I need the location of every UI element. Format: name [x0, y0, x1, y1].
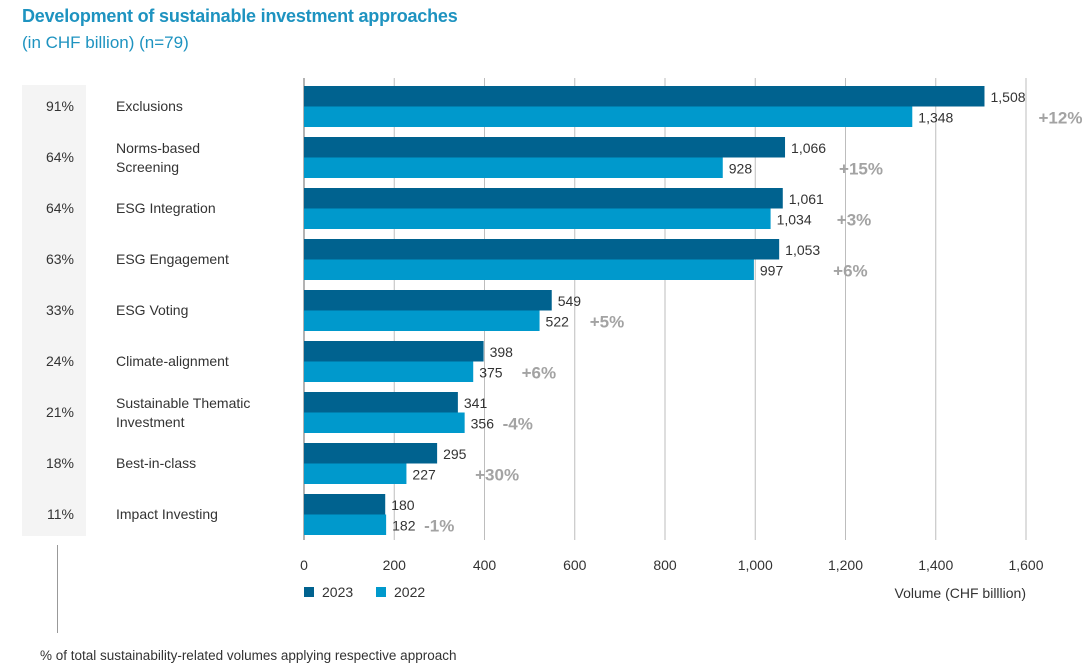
- legend-swatch-2023: [304, 587, 314, 597]
- category-label-line: Sustainable Thematic: [116, 394, 251, 411]
- bar-2023: [304, 137, 786, 158]
- category-label: Sustainable Thematic Investment: [116, 394, 250, 432]
- value-label-2023: 180: [391, 497, 415, 513]
- category-label: ESG Integration: [116, 199, 216, 218]
- category-label: ESG Engagement: [116, 250, 229, 269]
- share-of-total: 64%: [45, 148, 74, 165]
- change-label: +12%: [1038, 109, 1082, 128]
- bars: [304, 86, 985, 535]
- value-label-2023: 398: [490, 344, 514, 360]
- value-label-2022: 356: [471, 416, 495, 432]
- legend-swatch-2022: [376, 587, 386, 597]
- bar-2022: [304, 208, 771, 229]
- bar-2023: [304, 392, 458, 413]
- change-label: +6%: [522, 364, 557, 383]
- category-label: Exclusions: [116, 97, 183, 116]
- value-label-2023: 1,053: [785, 242, 820, 258]
- bar-2023: [304, 86, 985, 107]
- share-of-total: 18%: [45, 454, 74, 471]
- value-label-2023: 1,066: [791, 140, 826, 156]
- value-label-2023: 295: [443, 446, 467, 462]
- legend-label-2023: 2023: [322, 584, 353, 600]
- legend: 2023 2022: [304, 584, 425, 600]
- category-label: ESG Voting: [116, 301, 188, 320]
- category-label-line: Best-in-class: [116, 455, 197, 471]
- bar-2023: [304, 239, 780, 260]
- value-label-2022: 997: [760, 263, 784, 279]
- bar-2022: [304, 157, 723, 178]
- x-tick-label: 0: [300, 557, 308, 573]
- category-label-line: Exclusions: [116, 98, 183, 114]
- value-label-2022: 928: [729, 161, 753, 177]
- value-label-2022: 1,034: [777, 212, 812, 228]
- footnote-connector-line: [57, 545, 58, 633]
- value-label-2022: 522: [546, 314, 570, 330]
- value-label-2023: 1,508: [990, 89, 1025, 105]
- category-label: Impact Investing: [116, 505, 218, 524]
- x-axis-label: Volume (CHF billlion): [895, 585, 1026, 601]
- x-tick-label: 1,000: [738, 557, 773, 573]
- change-label: -1%: [424, 517, 454, 536]
- category-label-line: ESG Engagement: [116, 251, 229, 267]
- value-label-2023: 549: [558, 293, 582, 309]
- change-label: +3%: [837, 211, 872, 230]
- change-label: +15%: [839, 160, 883, 179]
- change-label: -4%: [503, 415, 533, 434]
- bar-2023: [304, 494, 386, 515]
- category-label-line: ESG Integration: [116, 200, 216, 216]
- bar-2022: [304, 310, 540, 331]
- x-tick-label: 1,400: [918, 557, 953, 573]
- share-of-total: 11%: [47, 505, 74, 522]
- x-tick-label: 1,600: [1008, 557, 1043, 573]
- x-tick-label: 600: [563, 557, 587, 573]
- legend-label-2022: 2022: [394, 584, 425, 600]
- chart-title: Development of sustainable investment ap…: [22, 6, 458, 26]
- change-label: +30%: [475, 466, 519, 485]
- share-of-total: 21%: [45, 403, 74, 420]
- bar-2023: [304, 188, 783, 209]
- bar-2023: [304, 443, 438, 464]
- chart-subtitle: (in CHF billion) (n=79): [22, 33, 189, 52]
- value-label-2022: 1,348: [918, 110, 953, 126]
- value-label-2023: 1,061: [789, 191, 824, 207]
- category-label: Best-in-class: [116, 454, 196, 473]
- value-label-2022: 182: [392, 518, 416, 534]
- share-of-total: 91%: [45, 97, 74, 114]
- category-label: Norms-based Screening: [116, 139, 200, 177]
- bar-2022: [304, 259, 754, 280]
- category-label: Climate-alignment: [116, 352, 229, 371]
- share-column-background: [22, 85, 86, 536]
- share-of-total: 63%: [45, 250, 74, 267]
- category-label-line: Screening: [116, 158, 180, 175]
- change-label: +6%: [833, 262, 868, 281]
- x-tick-label: 400: [473, 557, 497, 573]
- category-label-line: Impact Investing: [116, 506, 218, 522]
- x-tick-label: 1,200: [828, 557, 863, 573]
- category-label-line: ESG Voting: [116, 302, 189, 318]
- category-label-line: Investment: [116, 413, 185, 430]
- x-axis: 0 200 400 600 800 1,000 1,200 1,400 1,600 Volume …: [300, 557, 1044, 601]
- category-label-line: Climate-alignment: [116, 353, 229, 369]
- footnote: % of total sustainability-related volume…: [40, 648, 457, 663]
- bar-2022: [304, 106, 913, 127]
- category-label-line: Norms-based: [116, 139, 201, 156]
- share-of-total: 33%: [45, 301, 74, 318]
- bar-2022: [304, 463, 407, 484]
- x-tick-label: 800: [653, 557, 677, 573]
- x-tick-label: 200: [383, 557, 407, 573]
- bar-2022: [304, 361, 474, 382]
- share-of-total: 24%: [45, 352, 74, 369]
- bar-2022: [304, 514, 387, 535]
- bar-2022: [304, 412, 465, 433]
- value-label-2022: 227: [412, 467, 436, 483]
- change-label: +5%: [590, 313, 625, 332]
- bar-2023: [304, 341, 484, 362]
- share-of-total: 64%: [45, 199, 74, 216]
- bar-2023: [304, 290, 552, 311]
- value-labels: 1,508 1,348 +12% 1,066 928 +15% 1,061 1,034 +3% 1…: [391, 89, 1082, 536]
- value-label-2023: 341: [464, 395, 488, 411]
- value-label-2022: 375: [479, 365, 503, 381]
